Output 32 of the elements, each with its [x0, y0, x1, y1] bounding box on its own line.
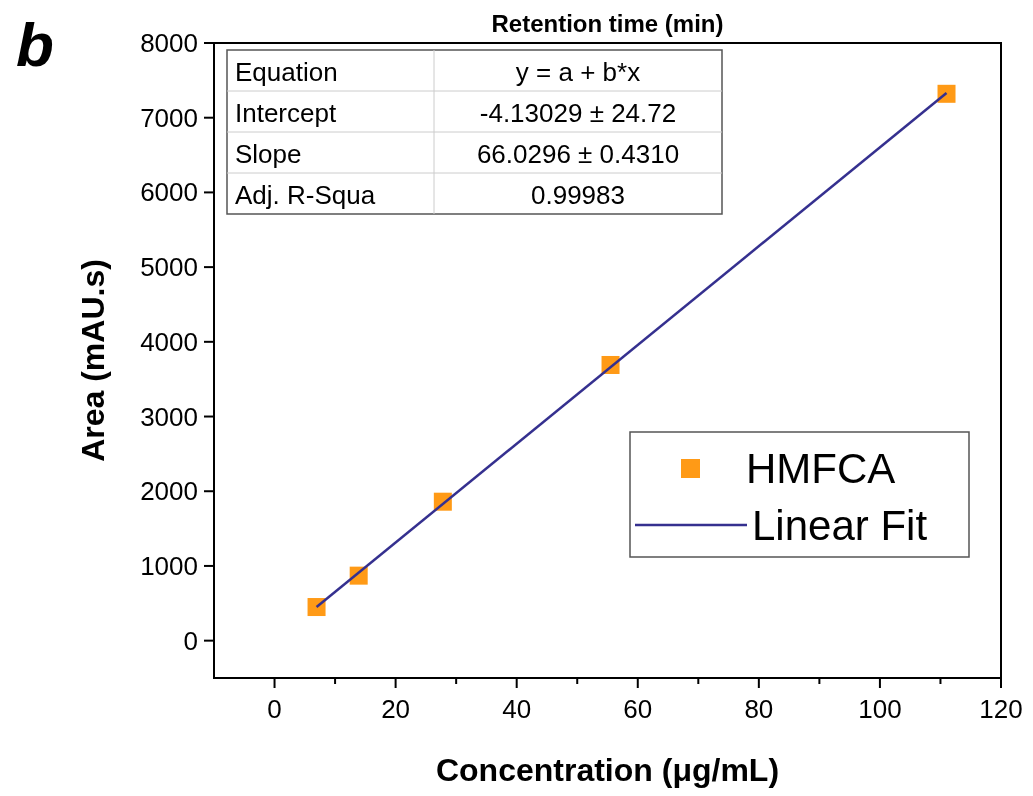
- y-tick-label: 7000: [140, 102, 198, 133]
- annotation: 66.0296 ± 0.4310: [476, 139, 680, 169]
- legend-label: Linear Fit: [752, 502, 928, 549]
- y-tick-label: 8000: [140, 28, 198, 58]
- annotation: 0.99983: [531, 180, 625, 210]
- x-axis-title: Concentration (μg/mL): [435, 752, 780, 788]
- y-tick-label: 3000: [140, 401, 198, 432]
- y-axis-title: Area (mAU.s): [75, 259, 111, 462]
- point: [937, 84, 956, 103]
- x-tick-label: 40: [502, 694, 532, 724]
- x-tick-label: 0: [267, 694, 282, 724]
- x-tick-label: 60: [623, 694, 653, 724]
- y-tick-label: 2000: [140, 476, 198, 507]
- x-tick-label: 100: [858, 694, 902, 724]
- y-tick-label: 4000: [140, 326, 198, 357]
- x-tick-label: 20: [381, 694, 411, 724]
- x-tick-label: 80: [744, 694, 774, 724]
- y-tick-label: 6000: [140, 177, 198, 208]
- annotation: Equation: [235, 57, 338, 87]
- legend-label: HMFCA: [746, 445, 896, 492]
- y-tick-label: 1000: [140, 550, 198, 581]
- y-tick-label: 5000: [140, 252, 198, 283]
- point: [307, 598, 326, 617]
- text: b: [16, 10, 54, 79]
- annotation: -4.13029 ± 24.72: [479, 98, 677, 128]
- x-tick-label: 120: [979, 694, 1023, 724]
- annotation: y = a + b*x: [515, 57, 641, 87]
- text: Retention time (min): [491, 10, 724, 37]
- annotation: Slope: [235, 139, 302, 169]
- annotation: Adj. R-Squa: [235, 180, 376, 210]
- y-tick-label: 0: [183, 625, 198, 656]
- annotation: Intercept: [235, 98, 337, 128]
